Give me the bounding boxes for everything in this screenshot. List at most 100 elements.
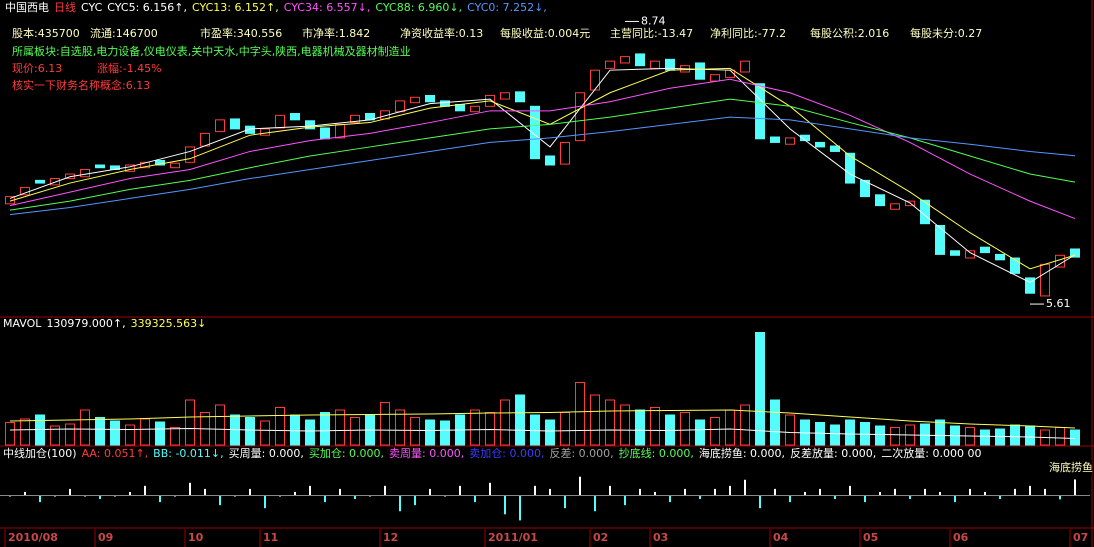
candle: [770, 136, 780, 143]
candle: [95, 164, 105, 169]
candle: [905, 200, 915, 207]
volume-bar: [575, 382, 585, 446]
volume-bar: [890, 427, 900, 446]
x-tick-label: 09: [98, 531, 113, 544]
indicator-bar: [819, 488, 821, 496]
indicator-bar: [189, 482, 191, 496]
candle: [35, 179, 45, 184]
volume-bar: [260, 420, 270, 446]
candle: [755, 83, 765, 140]
candle: [575, 92, 585, 142]
legend-entry: 反差: 0.000,: [549, 446, 613, 460]
volume-bar: [1070, 429, 1080, 446]
legend-entry: CYC88: 6.960↓,: [375, 1, 462, 14]
candle: [1025, 277, 1035, 294]
volume-bar: [605, 399, 615, 446]
legend-entry: 二次放量: 0.000 00: [881, 446, 981, 460]
sector: 所属板块:自选股,电力设备,仪电仪表,关中天水,中字头,陕西,电器机械及器材制造…: [12, 44, 411, 58]
candle: [410, 96, 420, 104]
volume-bar: [845, 419, 855, 446]
candle: [920, 199, 930, 225]
legend-entry: 抄底线: 0.000,: [619, 446, 694, 460]
candle: [830, 145, 840, 152]
candle: [545, 155, 555, 166]
info-field: 主营同比:-13.47: [610, 26, 693, 40]
legend-entry: 339325.563↓: [131, 317, 207, 330]
indicator-bar: [564, 495, 566, 509]
legend-entry: BB: -0.011↓,: [153, 447, 223, 460]
indicator-bar: [219, 495, 221, 506]
ma-line: [9, 116, 1076, 216]
volume-bar: [80, 409, 90, 446]
volume-bar: [695, 419, 705, 446]
volume-bar: [980, 429, 990, 446]
indicator-bar: [639, 488, 641, 496]
legend-entry: 海底捞鱼: 0.000,: [699, 446, 785, 460]
volume-bar: [155, 421, 165, 446]
legend: 中线加仓(100) AA: 0.051↑, BB: -0.011↓, 买周量: 0.0…: [3, 446, 981, 460]
volume-bar: [215, 404, 225, 446]
volume-bar: [590, 394, 600, 446]
info-field: 市净率:1.842: [302, 26, 370, 40]
legend-entry: AA: 0.051↑,: [82, 447, 149, 460]
x-tick-label: 04: [773, 531, 789, 544]
indicator-bar: [144, 485, 146, 497]
annotation-label: 8.74: [641, 14, 666, 27]
volume-bar: [290, 414, 300, 446]
volume-bar: [710, 417, 720, 446]
volume-bar: [635, 409, 645, 446]
x-tick-label: 07: [1073, 531, 1088, 544]
indicator-bar: [414, 495, 416, 506]
candle: [125, 164, 135, 172]
legend-entry: CYC0: 7.252↓,: [467, 1, 547, 14]
volume-bar: [1010, 424, 1020, 446]
candle: [470, 105, 480, 113]
candle: [320, 127, 330, 140]
volume-bar: [470, 409, 480, 446]
indicator-bar: [384, 485, 386, 497]
candle: [140, 161, 150, 169]
candle: [635, 53, 645, 67]
info-field: 净利同比:-77.2: [710, 26, 786, 40]
candle: [875, 194, 885, 207]
indicator-bar: [204, 488, 206, 496]
legend-entry: 卖加仓: 0.000,: [469, 446, 544, 460]
info-field: 每股公积:2.016: [810, 26, 889, 40]
annotation-label: 5.61: [1046, 297, 1071, 310]
candle: [500, 92, 510, 100]
indicator-bar: [864, 495, 866, 503]
indicator-tag: 海底捞鱼: [1049, 460, 1093, 474]
candle: [515, 91, 525, 103]
info-field: 每股未分:0.27: [910, 26, 982, 40]
volume-bar: [395, 409, 405, 446]
legend-entry: 反差放量: 0.000,: [790, 446, 876, 460]
indicator-bar: [519, 495, 521, 521]
info-field: 净资收益率:0.13: [400, 26, 483, 40]
candle: [305, 120, 315, 130]
indicator-bar: [729, 485, 731, 497]
volume-panel: [5, 332, 1080, 446]
indicator-bar: [624, 495, 626, 506]
price: 现价:6.13: [12, 62, 62, 75]
indicator-bar: [489, 482, 491, 496]
x-tick-label: 03: [653, 531, 668, 544]
indicator-bar: [459, 485, 461, 497]
indicator-bar: [579, 476, 581, 497]
indicator-bar: [594, 495, 596, 512]
candle: [1010, 257, 1020, 274]
volume-bar: [410, 417, 420, 446]
ma-line: [9, 78, 1076, 220]
candle: [245, 125, 255, 134]
legend-entry: 买加仓: 0.000,: [309, 446, 384, 460]
volume-bar: [335, 409, 345, 446]
indicator-bar: [1014, 488, 1016, 496]
volume-bar: [545, 419, 555, 446]
legend-entry: 中国西电: [5, 1, 49, 14]
volume-bar: [830, 424, 840, 446]
indicator-bar: [474, 495, 476, 503]
price-panel: 8.74 5.61: [5, 14, 1080, 310]
candle: [935, 225, 945, 255]
